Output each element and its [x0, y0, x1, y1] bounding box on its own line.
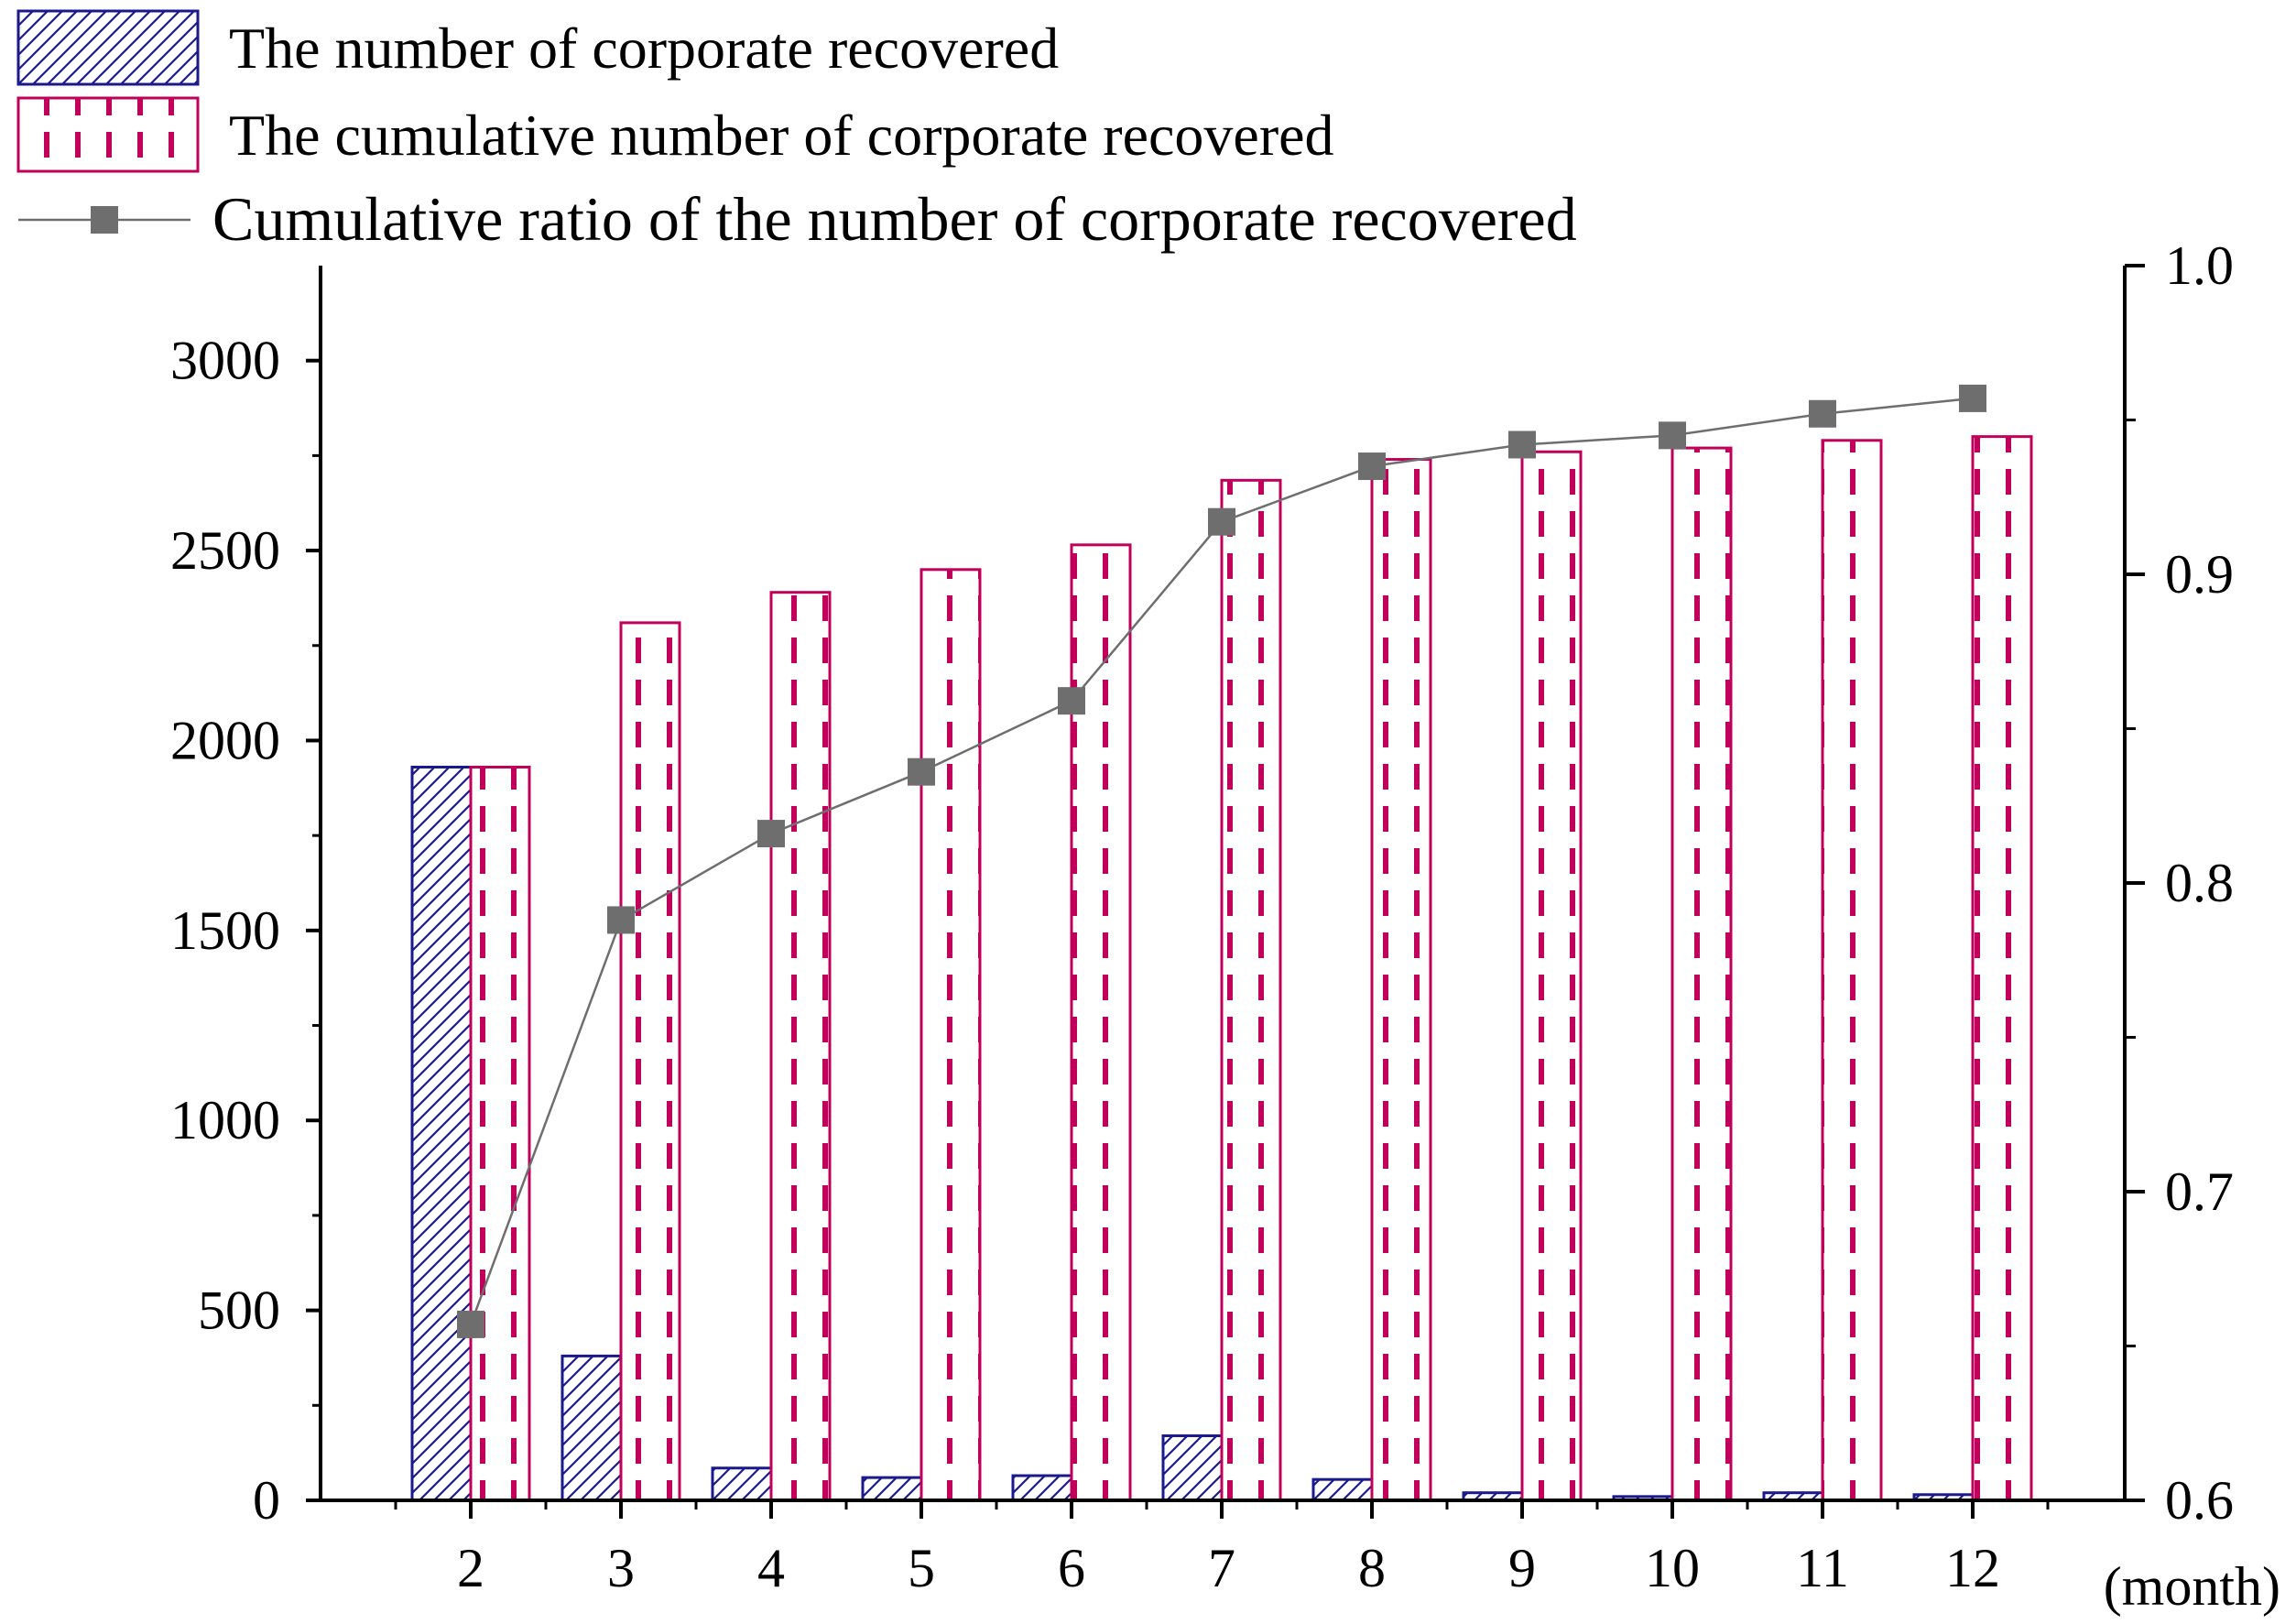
bar-cumulative-9 [1520, 450, 1583, 1502]
x-tick-label: 2 [457, 1538, 484, 1598]
ratio-point-9 [1508, 431, 1536, 459]
x-tick-label: 5 [908, 1538, 935, 1598]
x-tick-label: 8 [1358, 1538, 1386, 1598]
left-tick-label: 1500 [170, 900, 280, 961]
legend-label-2: Cumulative ratio of the number of corpor… [212, 184, 1577, 254]
ratio-point-11 [1809, 399, 1836, 428]
x-tick-label: 11 [1796, 1538, 1849, 1598]
ratio-point-8 [1358, 452, 1386, 481]
left-tick-label: 0 [253, 1470, 280, 1531]
bar-monthly-4 [711, 1466, 773, 1502]
bar-monthly-7 [1161, 1433, 1224, 1502]
bar-cumulative-10 [1670, 446, 1733, 1502]
bar-cumulative-11 [1821, 439, 1883, 1502]
x-tick-label: 6 [1058, 1538, 1085, 1598]
x-tick-label: 4 [757, 1538, 785, 1598]
legend-swatch-ratio-marker [91, 206, 118, 234]
bar-cumulative-5 [919, 568, 982, 1502]
ratio-point-3 [607, 906, 635, 934]
right-tick-label: 1.0 [2165, 235, 2234, 296]
bar-cumulative-12 [1971, 435, 2033, 1502]
ratio-point-12 [1959, 384, 1986, 412]
bar-monthly-8 [1311, 1477, 1374, 1502]
right-tick-label: 0.9 [2165, 544, 2234, 605]
legend-swatch-monthly [16, 9, 200, 86]
x-tick-label: 9 [1508, 1538, 1536, 1598]
x-tick-label: 7 [1208, 1538, 1235, 1598]
left-tick-label: 2000 [170, 710, 280, 770]
ratio-point-6 [1058, 687, 1085, 715]
bar-cumulative-2 [469, 765, 531, 1502]
left-tick-label: 2500 [170, 520, 280, 581]
x-tick-label: 10 [1645, 1538, 1700, 1598]
right-tick-label: 0.8 [2165, 853, 2234, 913]
right-tick-label: 0.7 [2165, 1161, 2234, 1222]
x-tick-label: 3 [607, 1538, 635, 1598]
bar-cumulative-3 [619, 621, 681, 1502]
legend-label-1: The cumulative number of corporate recov… [229, 103, 1334, 168]
left-tick-label: 3000 [170, 331, 280, 391]
right-tick-label: 0.6 [2165, 1470, 2234, 1531]
ratio-point-4 [757, 820, 785, 848]
bar-cumulative-8 [1370, 458, 1432, 1502]
left-tick-label: 1000 [170, 1090, 280, 1150]
bar-monthly-2 [410, 765, 473, 1502]
legend: The number of corporate recovered The cum… [16, 9, 1577, 254]
legend-label-0: The number of corporate recovered [229, 16, 1059, 81]
bar-monthly-3 [560, 1354, 623, 1502]
bar-monthly-5 [861, 1476, 923, 1502]
ratio-point-5 [908, 758, 935, 786]
bar-cumulative-7 [1220, 478, 1282, 1502]
bar-cumulative-4 [769, 591, 832, 1502]
legend-swatch-cumulative [16, 96, 200, 173]
x-unit-label: (month) [2104, 1556, 2280, 1617]
ratio-point-2 [457, 1310, 484, 1338]
ratio-point-10 [1659, 421, 1686, 450]
bar-monthly-6 [1011, 1474, 1073, 1502]
left-tick-label: 500 [198, 1281, 280, 1341]
ratio-point-7 [1208, 507, 1235, 536]
plot-area: 0 500 1000 1500 2000 2500 3000 0.6 0.7 0.8 0.9 1.0 2… [170, 235, 2280, 1617]
x-tick-label: 12 [1945, 1538, 2000, 1598]
